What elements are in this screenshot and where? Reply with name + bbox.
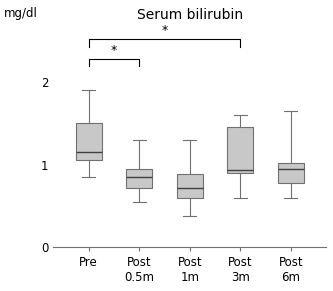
PathPatch shape — [176, 175, 203, 198]
PathPatch shape — [126, 169, 153, 188]
Title: Serum bilirubin: Serum bilirubin — [137, 8, 243, 22]
Text: mg/dl: mg/dl — [4, 7, 38, 20]
PathPatch shape — [76, 123, 102, 160]
PathPatch shape — [278, 163, 304, 183]
Text: *: * — [162, 24, 167, 37]
PathPatch shape — [227, 127, 253, 173]
Text: *: * — [111, 44, 117, 56]
